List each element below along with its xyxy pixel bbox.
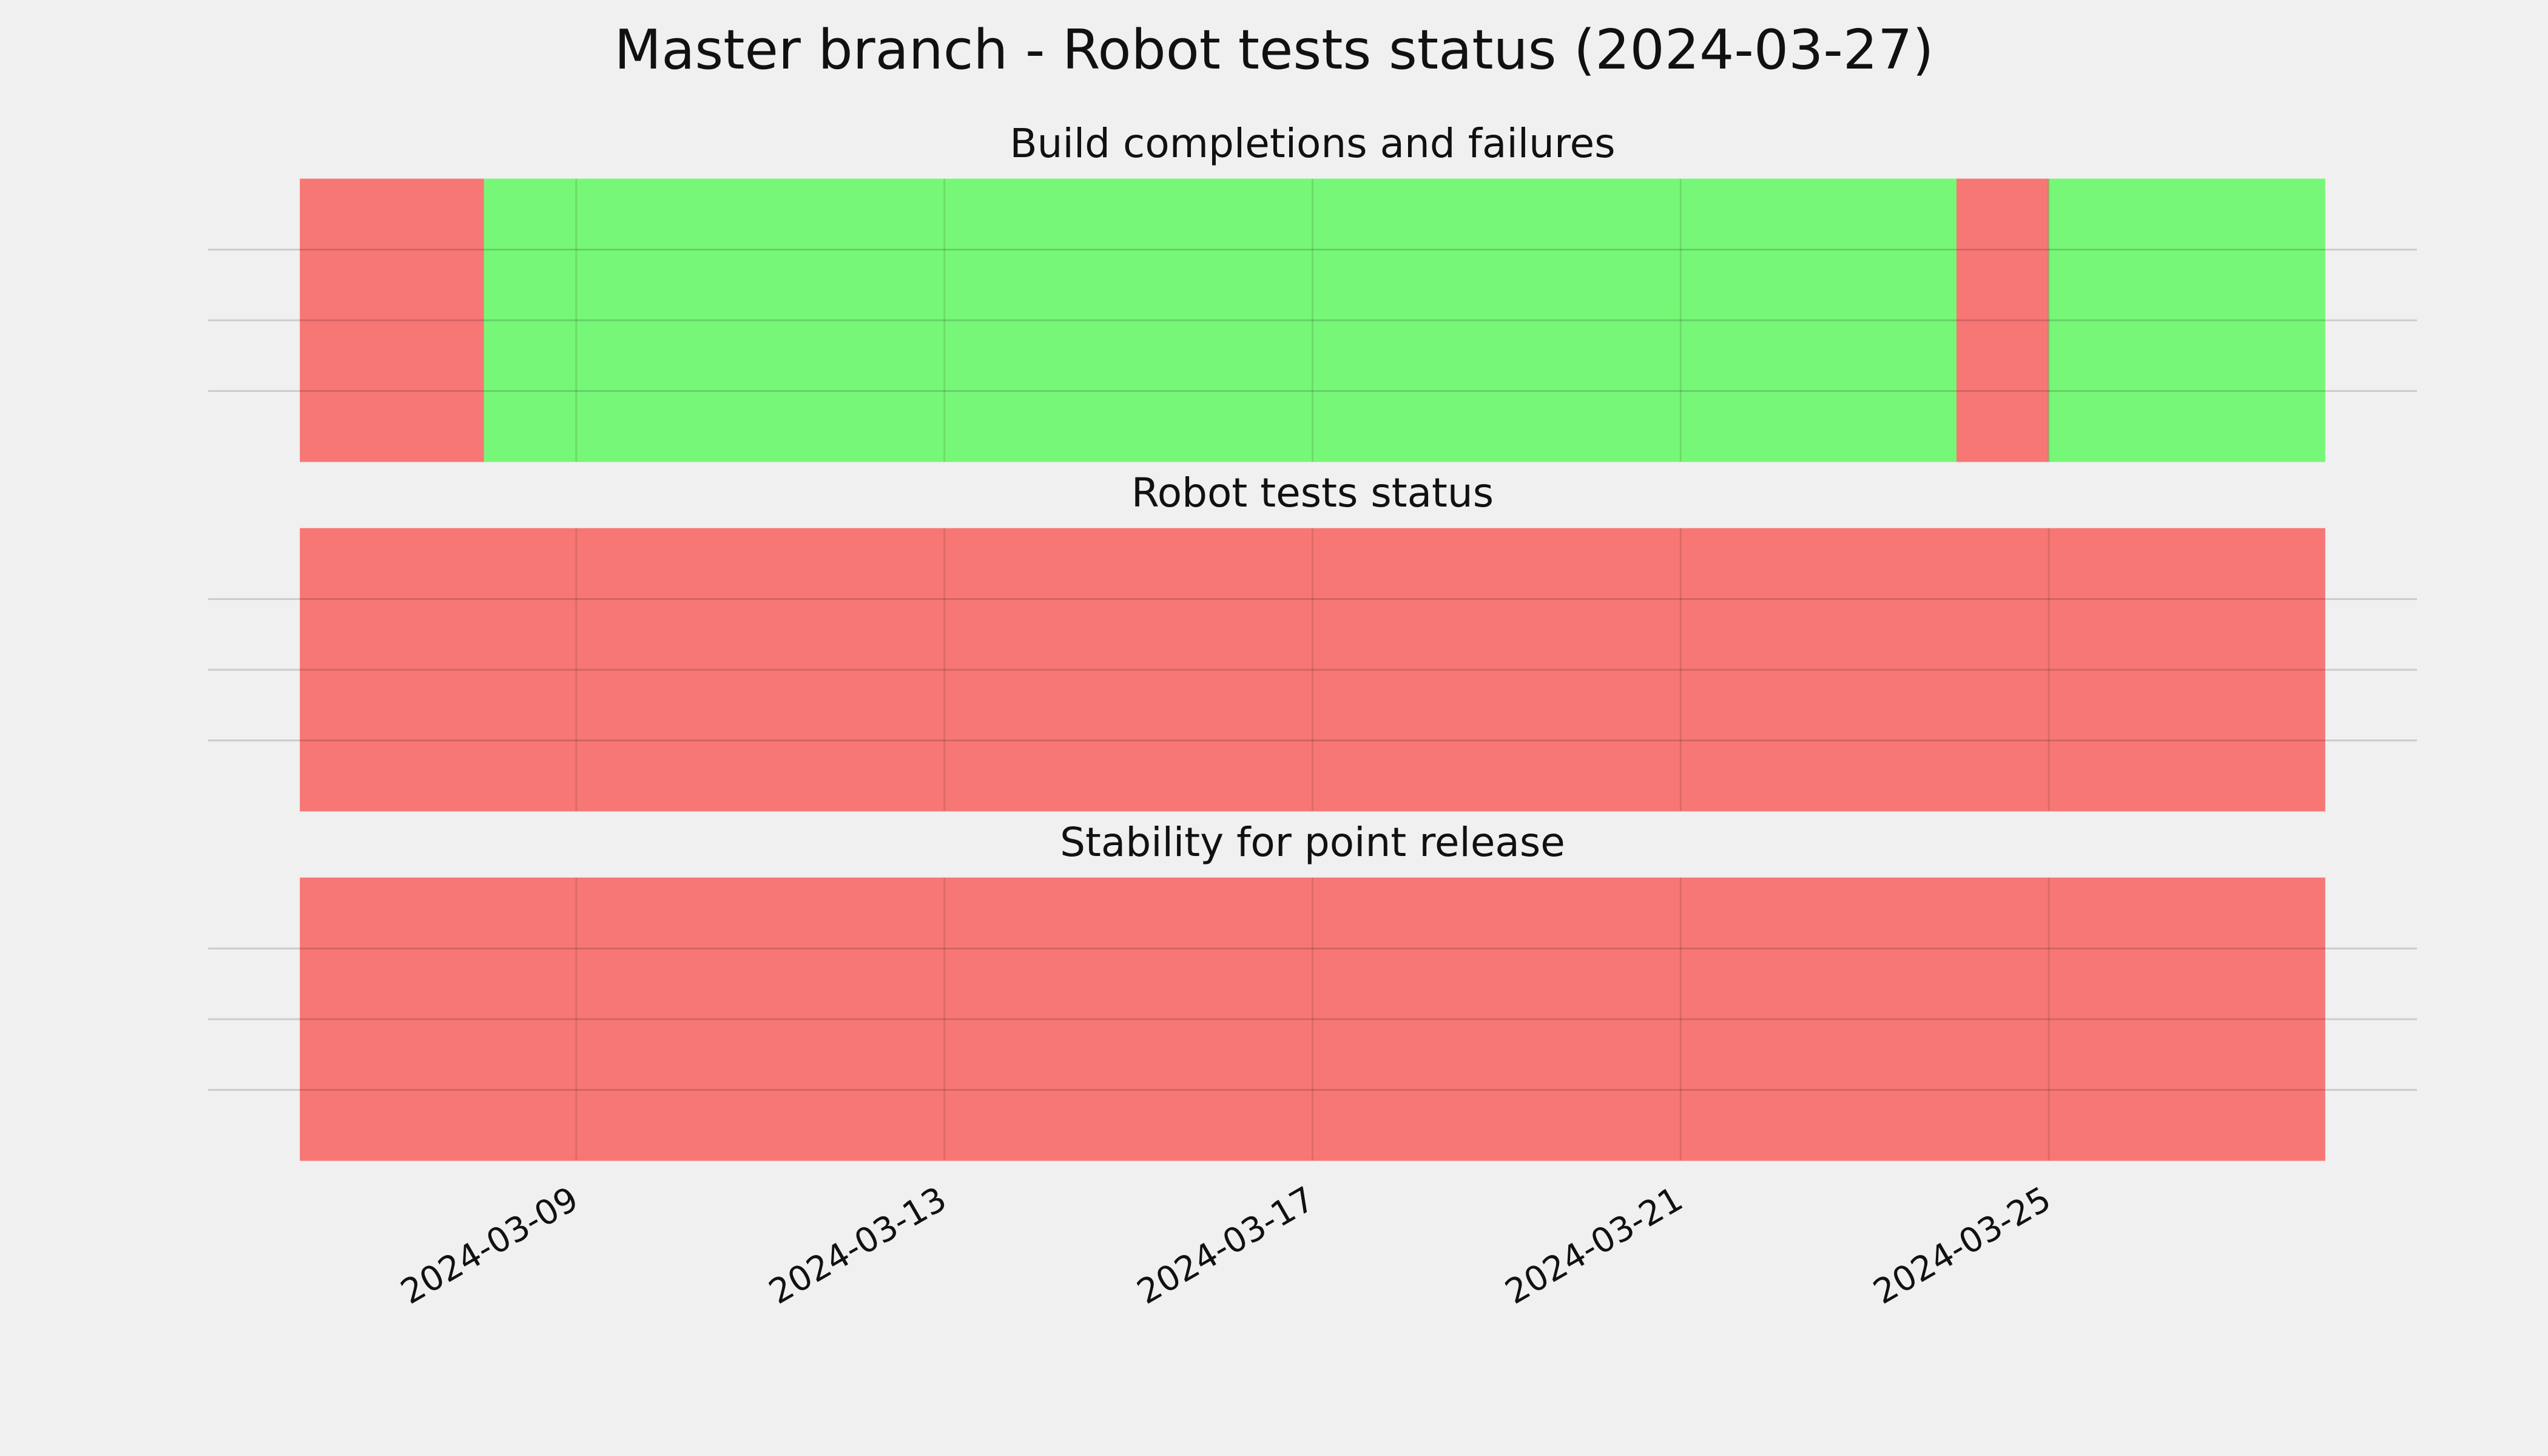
x-tick-label: 2024-03-17	[1131, 1179, 1321, 1312]
status-span	[300, 528, 2325, 812]
panel-title: Robot tests status	[1131, 470, 1494, 516]
status-span	[484, 178, 1957, 462]
chart-title: Master branch - Robot tests status (2024…	[615, 18, 1934, 82]
x-tick-label: 2024-03-09	[394, 1179, 585, 1312]
panel-title: Stability for point release	[1060, 819, 1565, 866]
x-tick-label: 2024-03-21	[1499, 1179, 1690, 1312]
status-span	[300, 877, 2325, 1161]
status-span	[300, 178, 485, 462]
x-tick-label: 2024-03-25	[1867, 1179, 2057, 1312]
panel-title: Build completions and failures	[1009, 120, 1615, 167]
x-tick-label: 2024-03-13	[763, 1179, 953, 1312]
status-span	[2048, 178, 2325, 462]
status-span	[1956, 178, 2049, 462]
